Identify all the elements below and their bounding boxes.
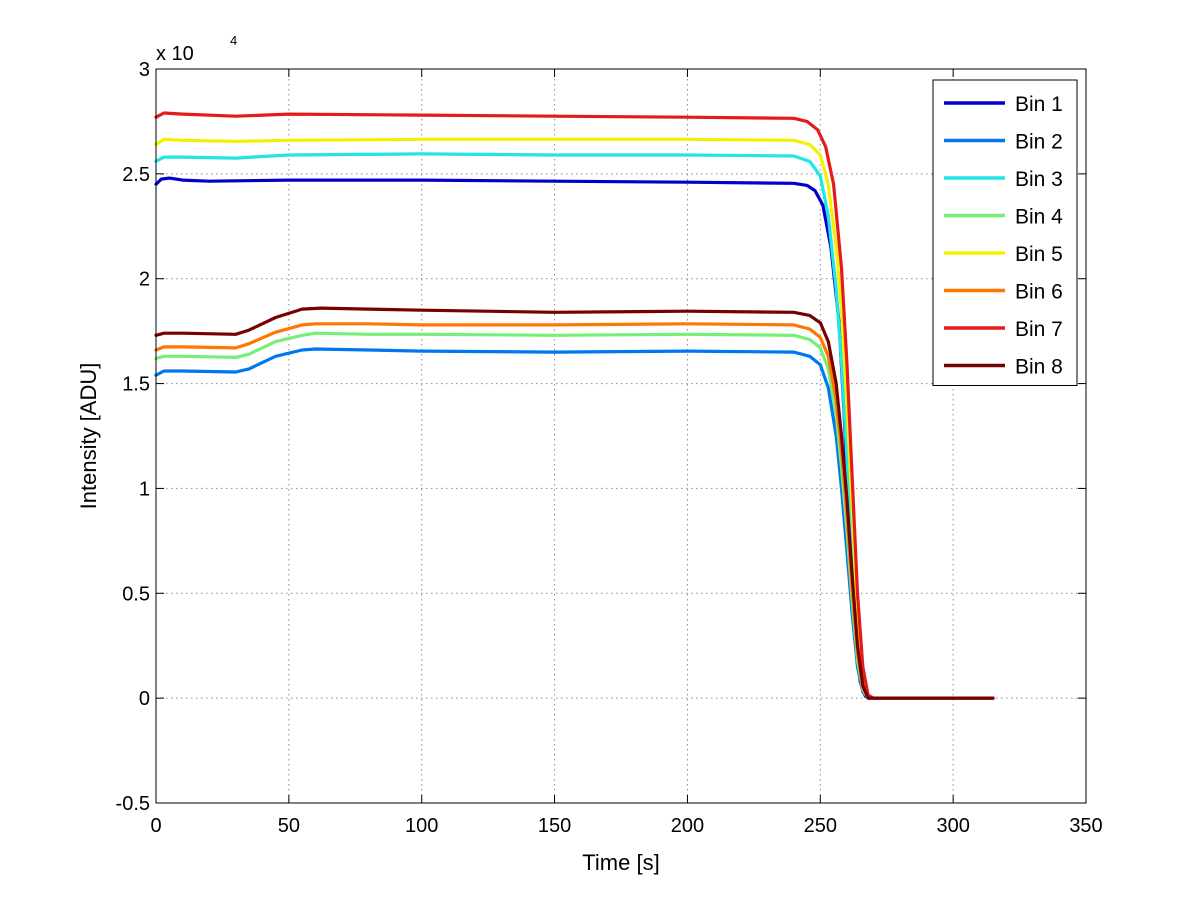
y-tick-label: 3 xyxy=(139,59,150,81)
y-tick-label: 0 xyxy=(139,688,150,710)
x-tick-label: 250 xyxy=(804,815,837,837)
x-tick-label: 100 xyxy=(405,815,438,837)
y-tick-label: 1 xyxy=(139,478,150,500)
x-tick-label: 200 xyxy=(671,815,704,837)
x-tick-label: 150 xyxy=(538,815,571,837)
y-axis-label: Intensity [ADU] xyxy=(76,363,101,510)
axis-ticks: 0 50 100 150 200 250 300 350-0.500.511.522.53 xyxy=(116,59,1103,837)
series-line-bin-8 xyxy=(154,306,995,700)
legend-label: Bin 4 xyxy=(1015,206,1063,229)
x-tick-label: 50 xyxy=(278,815,300,837)
legend-label: Bin 5 xyxy=(1015,243,1063,266)
x-tick-label: 0 xyxy=(150,815,161,837)
x-tick-label: 350 xyxy=(1069,815,1102,837)
y-tick-label: 1.5 xyxy=(122,374,150,396)
series-line-bin-4 xyxy=(154,331,995,700)
series-line-bin-1 xyxy=(154,176,995,700)
series-line-bin-6 xyxy=(154,322,995,700)
x-axis-label: Time [s] xyxy=(582,850,659,875)
y-exponent-power: 4 xyxy=(230,33,237,48)
series-line-bin-5 xyxy=(154,137,995,700)
legend-box xyxy=(932,79,1078,386)
series-lines xyxy=(154,111,995,700)
y-exponent-base: x 10 xyxy=(156,43,194,65)
legend-label: Bin 6 xyxy=(1015,281,1063,304)
plot-frame xyxy=(155,68,1087,804)
legend-label: Bin 3 xyxy=(1015,168,1063,191)
series-line-bin-7 xyxy=(154,111,995,700)
legend-label: Bin 8 xyxy=(1015,356,1063,379)
y-tick-label: 2.5 xyxy=(122,164,150,186)
x-tick-label: 300 xyxy=(936,815,969,837)
series-line-bin-2 xyxy=(154,347,995,700)
legend-label: Bin 7 xyxy=(1015,318,1063,341)
y-tick-label: 0.5 xyxy=(122,583,150,605)
legend-label: Bin 2 xyxy=(1015,131,1063,154)
series-line-bin-3 xyxy=(154,152,995,700)
legend: Bin 1 Bin 2 Bin 3 Bin 4 Bin 5 Bin 6 Bin 7 Bin 8 xyxy=(932,79,1078,386)
y-tick-label: 2 xyxy=(139,269,150,291)
legend-label: Bin 1 xyxy=(1015,93,1063,116)
y-axis-exponent: x 10 4 xyxy=(156,33,237,65)
y-tick-label: -0.5 xyxy=(116,793,150,815)
